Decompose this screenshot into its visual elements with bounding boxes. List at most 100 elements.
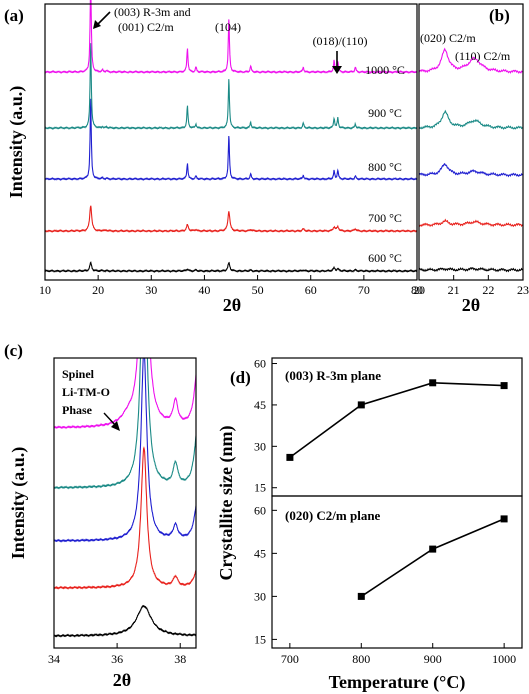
panel-b-series-line — [418, 47, 524, 74]
panel-a-xtick-label: 10 — [39, 283, 51, 297]
panel-d-axes: 15 30 45 60 15 30 45 60 700 800 900 1000 — [254, 357, 516, 666]
panel-d-label: (d) — [230, 368, 251, 387]
panel-d-bottom-series — [357, 515, 508, 600]
panel-b-traces — [418, 47, 524, 273]
panel-c-series-line — [54, 358, 196, 430]
panel-a-series-label: 600 °C — [368, 251, 402, 265]
panel-d-top-point — [286, 453, 294, 461]
panel-a-label: (a) — [4, 6, 24, 25]
panel-d-top-point — [500, 382, 508, 390]
panel-c-frame — [53, 357, 197, 649]
panel-d-top-title: (003) R-3m plane — [285, 368, 381, 383]
panel-a-series-line — [44, 261, 418, 274]
panel-a-series-labels: 600 °C 700 °C 800 °C 900 °C 1000 °C — [365, 63, 405, 265]
panel-a-xtick-label: 50 — [252, 283, 264, 297]
panel-b-series-line — [418, 267, 524, 273]
panel-c-series-line — [54, 604, 196, 638]
panel-c-arrowhead — [111, 421, 120, 431]
panel-d-top-line — [289, 381, 505, 459]
panel-d-bottom-ytick-label: 15 — [254, 632, 266, 646]
panel-d-bottom-point — [500, 515, 508, 523]
panel-a-series-line — [44, 205, 418, 234]
panel-d-bottom-point — [429, 545, 437, 553]
panel-c-xtick-label: 36 — [111, 652, 123, 666]
panel-b-xtick-label: 22 — [482, 283, 494, 297]
panel-a-frame — [44, 3, 418, 281]
panel-a-arrowhead-018 — [332, 66, 342, 74]
panel-d-top-series — [286, 379, 508, 461]
panel-b-series-line — [418, 109, 523, 130]
panel-a: 10 20 30 40 50 60 70 80 (a) 2θ Intensity (a.u.)… — [4, 0, 423, 315]
panel-c-xtick-label: 34 — [48, 652, 60, 666]
panel-a-xtick-label: 60 — [305, 283, 317, 297]
panel-d-top-ytick-label: 15 — [254, 481, 266, 495]
panel-d-xtick-label: 900 — [424, 652, 442, 666]
panel-c-traces — [54, 358, 196, 638]
panel-b-label: (b) — [489, 6, 510, 25]
panel-a-series-label: 700 °C — [368, 211, 402, 225]
panel-d-bottom-point — [357, 592, 365, 600]
panel-c-xticks: 34 36 38 — [48, 643, 186, 666]
panel-a-series-line — [44, 98, 418, 182]
panel-c-ylabel: Intensity (a.u.) — [8, 447, 29, 560]
panel-c-series-line — [54, 358, 196, 543]
panel-d-xlabel: Temperature (°C) — [329, 672, 466, 693]
panel-c-series-line — [54, 358, 196, 490]
panel-a-ann-018: (018)/(110) — [313, 34, 368, 48]
panel-d-bottom-ytick-label: 45 — [254, 546, 266, 560]
panel-a-ann-003-line1: (003) R-3m and — [114, 5, 191, 19]
panel-d-ylabel: Crystallite size (nm) — [216, 426, 237, 581]
panel-c: 34 36 38 (c) 2θ Intensity (a.u.) Spinel Li… — [4, 341, 197, 690]
panel-a-xtick-label: 30 — [145, 283, 157, 297]
panel-d-bottom-line — [360, 518, 505, 598]
panel-a-traces — [44, 0, 418, 274]
panel-b-series-line — [418, 218, 524, 228]
panel-b-ann-020: (020) C2/m — [420, 31, 476, 45]
panel-a-arrowhead-003 — [93, 20, 101, 29]
panel-d-top-ytick-label: 30 — [254, 439, 266, 453]
panel-a-ann-104: (104) — [215, 20, 241, 34]
panel-c-ann-phase: Phase — [62, 403, 93, 417]
panel-b-frame — [418, 3, 524, 281]
panel-b-xlabel: 2θ — [462, 295, 480, 315]
panel-d: 15 30 45 60 15 30 45 60 700 800 900 1000 (d) (003) … — [216, 357, 523, 693]
panel-d-bottom-frame — [271, 495, 523, 649]
panel-a-xtick-label: 20 — [92, 283, 104, 297]
panel-d-top-ytick-label: 45 — [254, 398, 266, 412]
panel-a-series-line — [44, 43, 418, 131]
panel-d-xtick-label: 1000 — [492, 652, 516, 666]
panel-a-xtick-label: 70 — [358, 283, 370, 297]
panel-b-xtick-label: 23 — [517, 283, 529, 297]
panel-d-bottom-title: (020) C2/m plane — [285, 508, 381, 523]
panel-c-label: (c) — [4, 341, 23, 360]
panel-c-ann-litmo: Li-TM-O — [62, 385, 110, 399]
panel-b-xticks: 20 21 22 23 — [413, 275, 529, 297]
panel-b-series-line — [418, 162, 523, 178]
panel-a-ann-003-line2: (001) C2/m — [118, 20, 174, 34]
panel-a-series-line — [44, 0, 418, 75]
panel-b-xtick-label: 21 — [448, 283, 460, 297]
panel-a-ylabel: Intensity (a.u.) — [6, 86, 27, 199]
panel-a-xticks: 10 20 30 40 50 60 70 80 — [39, 275, 423, 297]
panel-c-series-line — [54, 446, 196, 590]
panel-c-ann-spinel: Spinel — [62, 367, 95, 381]
panel-d-bottom-ytick-label: 60 — [254, 503, 266, 517]
panel-c-xlabel: 2θ — [113, 670, 131, 690]
panel-a-series-label: 1000 °C — [365, 63, 405, 77]
panel-b: 20 21 22 23 (b) 2θ (020) C2/m (110) C2/m — [413, 3, 529, 315]
panel-b-ann-110: (110) C2/m — [455, 49, 511, 63]
panel-a-xtick-label: 40 — [198, 283, 210, 297]
panel-d-xtick-label: 700 — [281, 652, 299, 666]
panel-a-series-label: 800 °C — [368, 160, 402, 174]
panel-d-xtick-label: 800 — [352, 652, 370, 666]
panel-d-top-point — [357, 401, 365, 409]
panel-a-series-label: 900 °C — [368, 106, 402, 120]
panel-d-top-point — [429, 379, 437, 387]
panel-b-xtick-label: 20 — [413, 283, 425, 297]
panel-c-xtick-label: 38 — [174, 652, 186, 666]
panel-a-xtick-label: 80 — [411, 283, 423, 297]
panel-d-top-ytick-label: 60 — [254, 357, 266, 371]
panel-d-bottom-ytick-label: 30 — [254, 589, 266, 603]
panel-a-xlabel: 2θ — [223, 295, 241, 315]
